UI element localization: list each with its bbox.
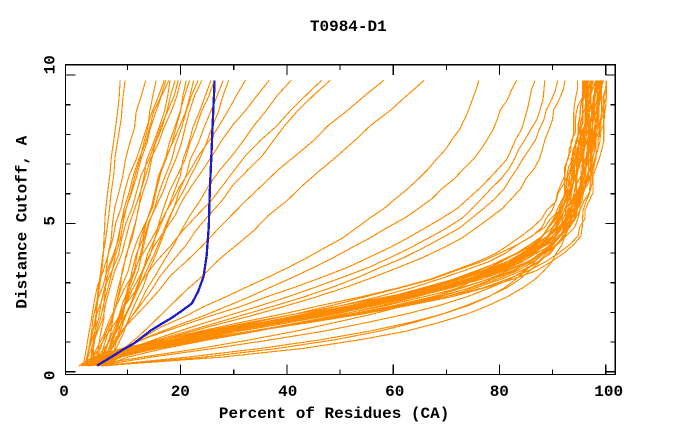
svg-text:40: 40 <box>278 383 297 401</box>
svg-text:T0984-D1: T0984-D1 <box>310 18 387 36</box>
svg-text:20: 20 <box>171 383 190 401</box>
svg-text:10: 10 <box>42 55 60 74</box>
svg-text:5: 5 <box>42 216 60 226</box>
svg-text:60: 60 <box>385 383 404 401</box>
svg-text:Distance Cutoff, A: Distance Cutoff, A <box>14 135 32 308</box>
svg-text:0: 0 <box>42 370 60 380</box>
svg-text:100: 100 <box>594 383 623 401</box>
svg-text:0: 0 <box>59 383 69 401</box>
svg-text:Percent of Residues (CA): Percent of Residues (CA) <box>219 405 449 423</box>
svg-text:80: 80 <box>490 383 509 401</box>
